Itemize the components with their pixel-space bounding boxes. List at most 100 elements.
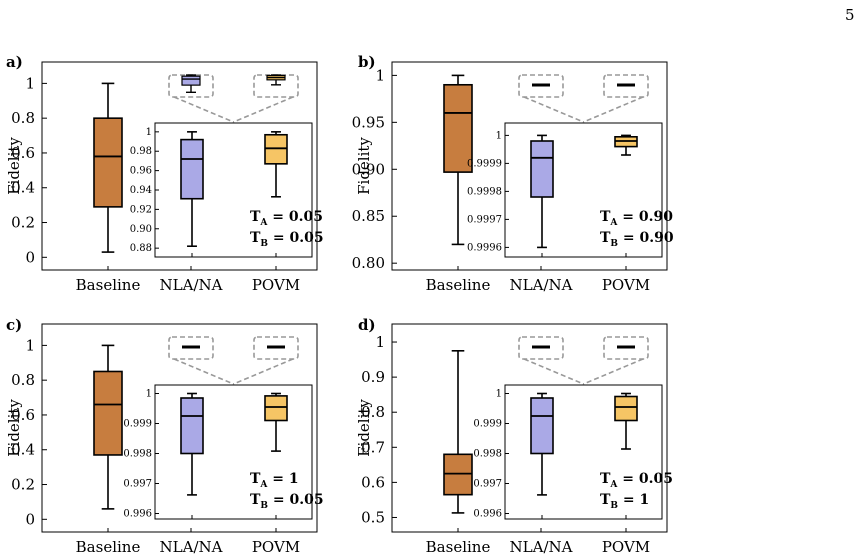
panel-label: d) [358, 316, 376, 334]
inset-annotation: TB = 1 [600, 492, 649, 511]
zoom-source-box [168, 74, 214, 98]
inset-y-tick-label: 0.88 [130, 243, 152, 254]
zoom-source-box [253, 74, 299, 98]
zoom-line [523, 96, 584, 123]
x-tick-label: POVM [252, 538, 300, 556]
inset-y-tick-label: 0.90 [130, 224, 152, 235]
zoom-line [523, 358, 584, 385]
y-tick-label: 0 [25, 248, 35, 266]
y-tick-label: 0.5 [361, 508, 385, 526]
chart-panel: d) Fidelity 0.5 0.6 0.7 0.8 0.9 1 Baseline NLA/NA… [355, 316, 673, 556]
nla-na-box-plot [530, 134, 554, 249]
y-axis-label: Fidelity [5, 137, 23, 195]
y-tick-label: 0.4 [11, 179, 35, 197]
povm-box-plot [614, 392, 638, 450]
iqr-box [443, 83, 473, 173]
y-tick-label: 0.8 [11, 371, 35, 389]
inset-y-tick-label: 1 [496, 130, 502, 141]
inset-annotation: TA = 0.05 [600, 471, 673, 490]
y-tick-label: 0.2 [11, 214, 35, 232]
panel-label: a) [6, 53, 23, 71]
plot-frame [41, 61, 318, 271]
page-number: 5 [845, 6, 855, 24]
inset-y-tick-label: 0.998 [123, 449, 152, 460]
zoom-source-box [168, 336, 214, 360]
inset-y-tick-label: 0.9999 [467, 158, 502, 169]
inset-annotation: TA = 0.05 [250, 209, 323, 228]
y-tick-label: 0.7 [361, 438, 385, 456]
baseline-box-plot [93, 82, 123, 253]
povm-box-plot [264, 131, 288, 198]
inset-y-tick-label: 0.999 [473, 419, 502, 430]
nla-na-box-plot [530, 392, 554, 496]
baseline-box-plot [93, 344, 123, 510]
iqr-box [180, 397, 204, 455]
plot-frame [391, 61, 668, 271]
inset-y-tick-label: 0.997 [473, 479, 502, 490]
x-tick-label: Baseline [426, 538, 491, 556]
y-tick-label: 1 [25, 336, 35, 354]
iqr-box [264, 133, 288, 165]
inset-y-tick-label: 0.94 [130, 185, 152, 196]
zoom-source-box [603, 336, 649, 360]
plot-frame [391, 323, 668, 533]
x-tick-label: NLA/NA [160, 538, 223, 556]
povm-box-plot [264, 392, 288, 452]
iqr-box [614, 395, 638, 422]
y-tick-label: 0.95 [352, 113, 385, 131]
inset-y-tick-label: 0.96 [130, 166, 152, 177]
inset-annotation: TB = 0.05 [250, 230, 324, 249]
inset-annotation: TA = 0.90 [600, 209, 673, 228]
inset-y-tick-label: 1 [496, 389, 502, 400]
povm-box-plot [614, 134, 638, 156]
zoom-selection-frame [253, 336, 299, 360]
y-tick-label: 1 [375, 66, 385, 84]
iqr-box [264, 395, 288, 422]
y-tick-label: 1 [25, 74, 35, 92]
inset-y-tick-label: 0.996 [473, 509, 502, 520]
zoom-source-box [603, 74, 649, 98]
inset-y-tick-label: 0.997 [123, 479, 152, 490]
zoom-line [583, 96, 644, 123]
y-tick-label: 0.80 [352, 254, 385, 272]
inset-annotation: TB = 0.05 [250, 492, 324, 511]
x-tick-label: POVM [602, 538, 650, 556]
y-tick-label: 0 [25, 510, 35, 528]
zoom-line [233, 96, 294, 123]
y-tick-label: 0.2 [11, 476, 35, 494]
y-tick-label: 0.6 [361, 473, 385, 491]
x-tick-label: Baseline [426, 276, 491, 294]
y-tick-label: 0.6 [11, 406, 35, 424]
plot-frame [41, 323, 318, 533]
x-tick-label: POVM [252, 276, 300, 294]
chart-panel: b) Fidelity 0.80 0.85 0.90 0.95 1 Baseline NLA/N… [352, 53, 674, 294]
zoom-source-box [518, 336, 564, 360]
zoom-source-box [253, 336, 299, 360]
inset-y-tick-label: 1 [146, 127, 152, 138]
inset-y-tick-label: 0.998 [473, 449, 502, 460]
x-tick-label: NLA/NA [160, 276, 223, 294]
zoom-line [233, 358, 294, 385]
zoom-line [173, 96, 234, 123]
zoom-selection-frame [603, 74, 649, 98]
y-tick-label: 0.8 [11, 109, 35, 127]
y-tick-label: 0.85 [352, 207, 385, 225]
chart-panel: c) Fidelity 0 0.2 0.4 0.6 0.8 1 Baseline NLA/NA PO… [5, 316, 324, 556]
baseline-box-plot [443, 74, 473, 246]
x-tick-label: Baseline [76, 276, 141, 294]
x-tick-label: POVM [602, 276, 650, 294]
zoom-selection-frame [518, 336, 564, 360]
x-tick-label: NLA/NA [510, 538, 573, 556]
zoom-line [583, 358, 644, 385]
inset-annotation: TA = 1 [250, 471, 299, 490]
inset-annotation: TB = 0.90 [600, 230, 674, 249]
iqr-box [530, 397, 554, 455]
inset-y-tick-label: 0.9997 [467, 214, 502, 225]
nla-na-box-plot [180, 392, 204, 496]
iqr-box [180, 138, 204, 200]
y-tick-label: 0.9 [361, 368, 385, 386]
iqr-box [93, 370, 123, 456]
y-tick-label: 0.8 [361, 403, 385, 421]
inset-y-tick-label: 0.92 [130, 204, 152, 215]
